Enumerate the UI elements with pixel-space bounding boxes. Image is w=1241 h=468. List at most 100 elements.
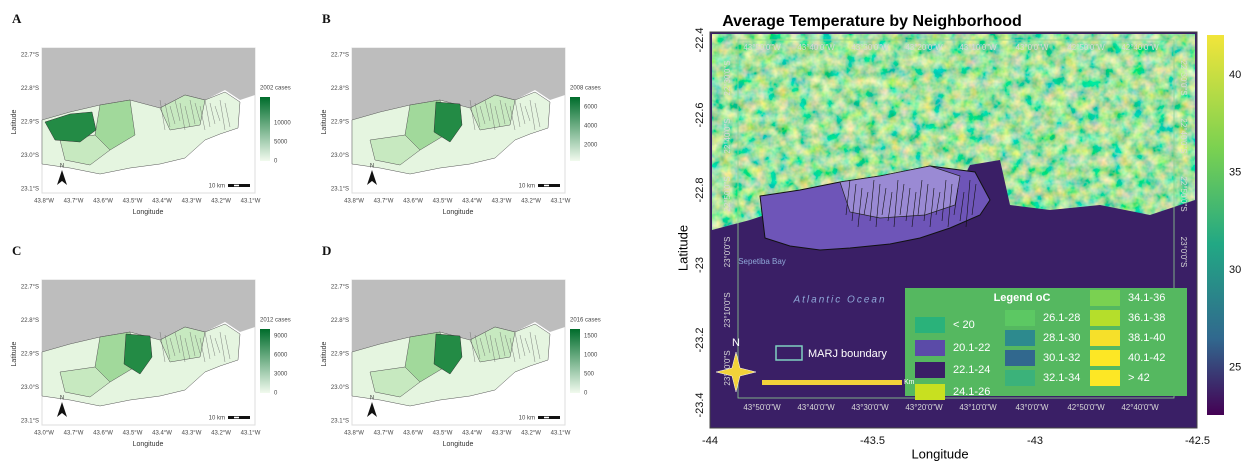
district-border — [199, 105, 206, 131]
district-border — [489, 334, 496, 363]
outside-land — [352, 48, 565, 120]
colorbar-label: 6000 — [584, 105, 598, 111]
neighborhood-border — [941, 179, 947, 222]
y-tick-label: 22.7°S — [21, 53, 39, 59]
x-tick-label: -42.5 — [1185, 435, 1210, 447]
right-coord: 22°40'0"S — [1179, 118, 1188, 153]
bottom-coord: 42°50'0"W — [1067, 403, 1105, 412]
x-axis-label: Longitude — [443, 209, 474, 216]
x-tick-label: 43.3°W — [182, 199, 202, 205]
bottom-coord: 43°50'0"W — [743, 403, 781, 412]
colorbar-label: 30 — [1229, 264, 1241, 276]
north-arrow — [57, 402, 67, 417]
district-border — [219, 99, 226, 131]
legend-swatch — [1090, 310, 1120, 326]
map-title: Average Temperature by Neighborhood — [722, 13, 1022, 30]
y-tick-label: 22.7°S — [331, 53, 349, 59]
district-border — [209, 334, 216, 357]
north-label: N — [732, 337, 740, 349]
neighborhood-border — [965, 179, 971, 228]
district-border — [174, 331, 181, 354]
x-tick-label: -44 — [702, 435, 718, 447]
top-coord: 43°50'0"W — [743, 43, 781, 52]
district-border — [524, 105, 531, 122]
x-tick-label: 43.2°W — [521, 199, 541, 205]
colorbar-label: 40 — [1229, 69, 1241, 81]
right-coord: 22°30'0"S — [1179, 60, 1188, 95]
legend-item: 30.1-32 — [1043, 352, 1080, 364]
district-max — [44, 111, 97, 143]
y-tick-label: 23.1°S — [21, 187, 39, 193]
neighborhood-border — [875, 183, 881, 228]
district-border — [534, 102, 541, 128]
district-border — [184, 105, 191, 128]
top-coord: 42°40'0"W — [1121, 43, 1159, 52]
x-tick-label: 43.6°W — [93, 431, 113, 437]
x-tick-label: 43.8°W — [34, 199, 54, 205]
boundary-label: MARJ boundary — [808, 348, 887, 360]
district-border — [169, 337, 176, 357]
district-border — [194, 102, 201, 122]
district-border — [499, 331, 506, 357]
legend-title: 2008 cases — [570, 86, 601, 92]
colorbar-label: 0 — [274, 391, 278, 397]
bottom-coord: 43°20'0"W — [905, 403, 943, 412]
district-border — [509, 337, 516, 363]
y-tick-label: 22.8°S — [331, 318, 349, 324]
y-tick-label: -23.4 — [694, 392, 706, 417]
outside-land — [42, 48, 255, 120]
legend-item: 36.1-38 — [1128, 312, 1165, 324]
neighborhood-border — [905, 187, 911, 222]
colorbar-label: 9000 — [274, 334, 288, 340]
district-border — [469, 99, 476, 131]
y-axis-label: Latitude — [675, 225, 690, 271]
legend-item: 40.1-42 — [1128, 352, 1165, 364]
x-tick-label: 43.5°W — [123, 431, 143, 437]
x-tick-label: 43.8°W — [344, 199, 364, 205]
colorbar-label: 6000 — [274, 353, 288, 359]
district-border — [519, 102, 526, 125]
x-tick-label: 43.1°W — [241, 199, 261, 205]
left-coord: 23°20'0"S — [723, 350, 732, 385]
district-border — [519, 334, 526, 357]
bottom-coord: 43°30'0"W — [851, 403, 889, 412]
x-tick-label: 43.4°W — [462, 199, 482, 205]
legend-swatch — [1090, 350, 1120, 366]
district-border — [159, 331, 166, 363]
district-border — [474, 102, 481, 128]
legend-item: 32.1-34 — [1043, 372, 1080, 384]
district-border — [489, 102, 496, 131]
legend-item: 26.1-28 — [1043, 312, 1080, 324]
y-tick-label: 23.0°S — [331, 385, 349, 391]
y-tick-label: 22.7°S — [21, 285, 39, 291]
district-border — [484, 99, 491, 122]
x-tick-label: 43.5°W — [123, 199, 143, 205]
outside-land — [352, 280, 565, 352]
bottom-coord: 42°40'0"W — [1121, 403, 1159, 412]
y-tick-label: 22.9°S — [331, 120, 349, 126]
legend-swatch — [1005, 350, 1035, 366]
district-border — [494, 337, 501, 360]
district-border — [159, 99, 166, 131]
scale-label: 10 km — [519, 416, 535, 422]
district — [159, 94, 206, 131]
colorbar-label: 1000 — [584, 353, 598, 359]
scale-label: 10 km — [209, 184, 225, 190]
land — [712, 34, 1195, 230]
district-border — [224, 102, 231, 128]
legend-title: 2016 cases — [570, 318, 601, 324]
north-label: N — [60, 164, 64, 170]
left-coord: 22°50'0"S — [723, 176, 732, 211]
colorbar-label: 3000 — [274, 372, 288, 378]
legend-title: 2012 cases — [260, 318, 291, 324]
neighborhood-border — [881, 187, 887, 216]
map-panel: A 22.7°S 22.8°S 22.9°S 23.0°S 23.1°S 43.8°W 43.… — [11, 11, 292, 216]
district-border — [179, 334, 186, 363]
left-coord: 23°0'0"S — [723, 237, 732, 268]
map-panel: B 22.7°S 22.8°S 22.9°S 23.0°S 23.1°S 43.8°W 43.… — [321, 11, 601, 216]
y-tick-label: 23.0°S — [21, 385, 39, 391]
legend-swatch — [1005, 370, 1035, 386]
y-tick-label: 23.0°S — [331, 153, 349, 159]
district-border — [189, 99, 196, 125]
x-tick-label: 43.3°W — [492, 199, 512, 205]
